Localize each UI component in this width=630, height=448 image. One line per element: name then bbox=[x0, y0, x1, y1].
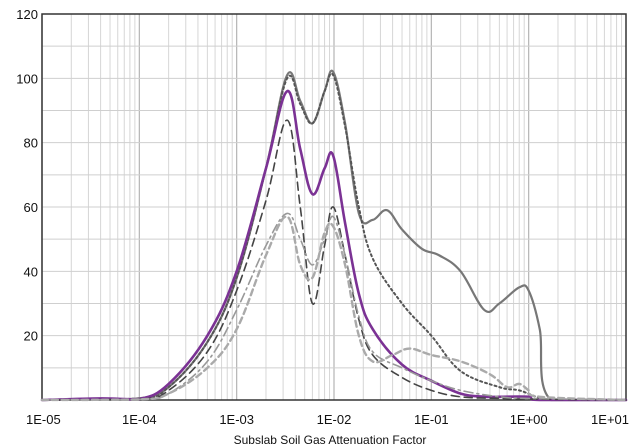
x-tick-label: 1E-04 bbox=[122, 412, 157, 427]
x-tick-label: 1E+00 bbox=[510, 412, 548, 427]
x-tick-label: 1E-03 bbox=[219, 412, 254, 427]
y-tick-label: 20 bbox=[24, 329, 38, 344]
y-tick-label: 100 bbox=[16, 71, 38, 86]
x-axis-title: Subslab Soil Gas Attenuation Factor bbox=[234, 433, 427, 447]
x-tick-label: 1E+01 bbox=[591, 412, 629, 427]
x-tick-label: 1E-05 bbox=[26, 412, 61, 427]
y-tick-label: 60 bbox=[24, 200, 38, 215]
x-tick-label: 1E-02 bbox=[317, 412, 352, 427]
y-tick-label: 120 bbox=[16, 7, 38, 22]
x-tick-label: 1E-01 bbox=[414, 412, 449, 427]
y-tick-label: 80 bbox=[24, 136, 38, 151]
y-tick-label: 40 bbox=[24, 264, 38, 279]
